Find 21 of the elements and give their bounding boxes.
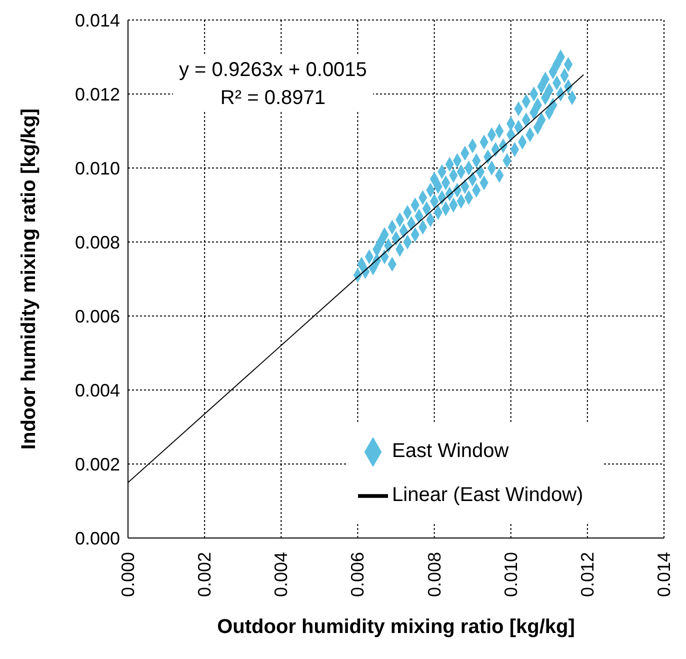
x-tick-label: 0.014 bbox=[654, 552, 674, 598]
y-tick-label: 0.012 bbox=[74, 84, 120, 104]
x-tick-label: 0.008 bbox=[424, 552, 444, 598]
x-tick-label: 0.006 bbox=[348, 552, 368, 598]
x-tick-label: 0.012 bbox=[577, 552, 598, 598]
y-tick-label: 0.006 bbox=[74, 306, 120, 326]
x-tick-label: 0.004 bbox=[271, 552, 292, 598]
y-tick-label: 0.014 bbox=[74, 10, 120, 30]
x-tick-label: 0.010 bbox=[500, 552, 521, 598]
y-axis-title: Indoor humidity mixing ratio [kg/kg] bbox=[18, 108, 40, 450]
legend-label: Linear (East Window) bbox=[392, 484, 584, 506]
annotation: y = 0.9263x + 0.0015 bbox=[179, 58, 367, 83]
y-tick-label: 0.000 bbox=[74, 528, 120, 548]
annotation: R² = 0.8971 bbox=[219, 86, 326, 111]
x-axis-title: Outdoor humidity mixing ratio [kg/kg] bbox=[217, 616, 575, 638]
y-tick-label: 0.010 bbox=[74, 158, 120, 178]
y-tick-label: 0.002 bbox=[74, 454, 120, 474]
x-tick-label: 0.002 bbox=[194, 552, 215, 598]
y-tick-label: 0.004 bbox=[74, 380, 120, 400]
legend-label: East Window bbox=[392, 440, 509, 462]
y-tick-label: 0.008 bbox=[74, 232, 120, 252]
